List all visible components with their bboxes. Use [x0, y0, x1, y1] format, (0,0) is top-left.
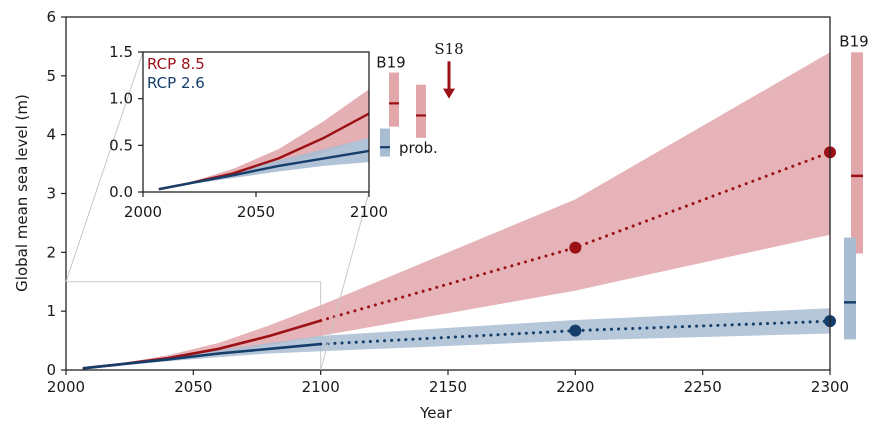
x-tick-label: 2050 [174, 378, 212, 396]
marker-rcp26-2200 [569, 324, 582, 337]
main-chart: B19 2000 2050 2100 2150 2200 2250 2300 0 1 2 3 4 5 6 [46, 8, 868, 396]
x-tick-label: 2200 [556, 378, 594, 396]
x-tick-label: 2300 [811, 378, 849, 396]
dotted-line-rcp85 [319, 150, 832, 323]
y-tick-label: 2 [46, 243, 56, 261]
y-tick-label: 3 [46, 185, 56, 203]
inset-band-rcp26 [158, 137, 369, 190]
inset-line-rcp26 [158, 149, 370, 191]
inset-side-bar-rcp26 [380, 128, 390, 157]
inset-side-bar-label: B19 [376, 54, 405, 72]
x-tick-label: 2100 [302, 378, 340, 396]
y-tick-label: 1 [46, 302, 56, 320]
line-rcp26 [82, 342, 322, 370]
arrow-label: S18 [434, 40, 463, 58]
side-bar-rcp26 [844, 237, 856, 340]
legend-label: RCP 2.6 [147, 74, 205, 92]
x-tick-label: 2000 [47, 378, 85, 396]
inset-y-tick-label: 1.5 [109, 43, 133, 61]
side-bar-label: B19 [839, 32, 868, 50]
inset-x-tick-label: 2000 [124, 203, 162, 221]
x-tick-label: 2250 [684, 378, 722, 396]
arrow-head [443, 88, 455, 99]
zoom-connector [320, 191, 370, 371]
band-rcp85-0 [83, 305, 321, 369]
side-bar-rcp85 [851, 52, 863, 254]
inset-y-tick-label: 0.0 [109, 183, 133, 201]
inset-y-tick-label: 0.5 [109, 136, 133, 154]
y-tick-label: 0 [46, 361, 56, 379]
legend-label: RCP 8.5 [147, 55, 205, 73]
inset-side-bar-rcp85 [416, 84, 426, 138]
x-tick-label: 2150 [429, 378, 467, 396]
zoom-connector [65, 51, 144, 282]
inset-y-tick-label: 1.0 [109, 90, 133, 108]
band-rcp85-1 [320, 52, 830, 336]
y-tick-label: 5 [46, 67, 56, 85]
band-rcp26-2 [83, 335, 321, 369]
y-axis-title: Global mean sea level (m) [13, 94, 31, 292]
y-tick-label: 6 [46, 8, 56, 26]
inset-side-bar-label: prob. [399, 139, 438, 157]
inset-side-bar-rcp85 [389, 72, 399, 127]
marker-rcp85-2200 [569, 241, 582, 254]
x-axis-title: Year [419, 404, 453, 422]
y-tick-label: 4 [46, 126, 56, 144]
inset-x-tick-label: 2100 [350, 203, 388, 221]
inset-x-tick-label: 2050 [237, 203, 275, 221]
